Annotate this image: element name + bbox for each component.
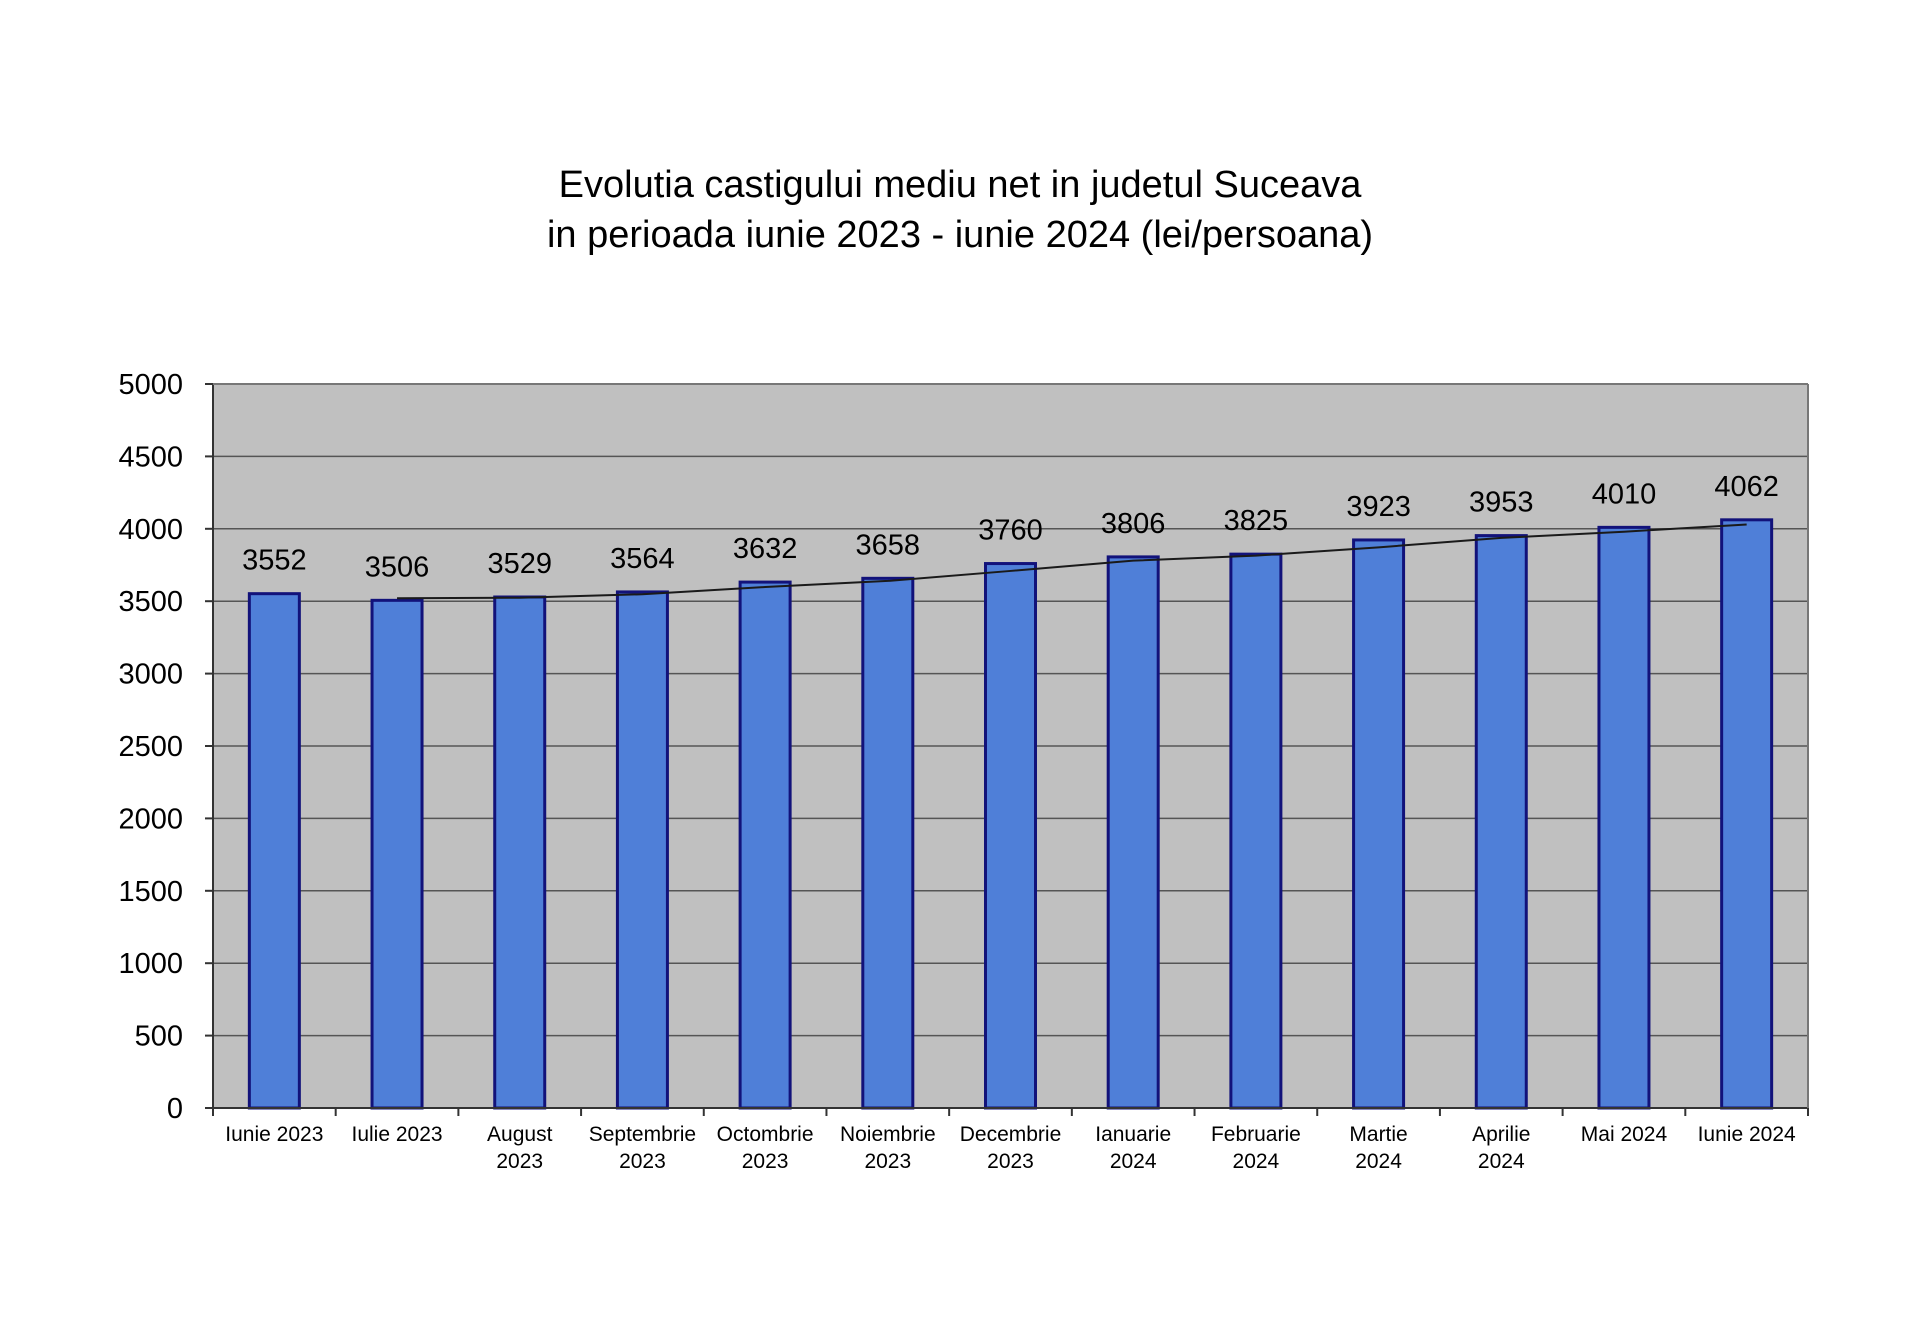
data-label: 3806 bbox=[1101, 508, 1166, 540]
x-category-label: 2023 bbox=[987, 1150, 1034, 1173]
x-category-label: Octombrie bbox=[717, 1123, 814, 1146]
axes bbox=[205, 383, 1809, 1116]
bar bbox=[1720, 518, 1774, 1110]
bar bbox=[1474, 534, 1528, 1110]
y-tick-label: 3500 bbox=[118, 586, 183, 618]
bar bbox=[493, 595, 547, 1110]
bar bbox=[1229, 552, 1283, 1110]
bar-series bbox=[247, 518, 1774, 1110]
x-axis-category-labels: Iunie 2023 Iulie 2023 August 2023 Septembrie… bbox=[225, 1123, 1796, 1173]
x-category-label: Mai 2024 bbox=[1581, 1123, 1668, 1146]
y-tick-label: 4500 bbox=[118, 441, 183, 473]
x-category-label: 2023 bbox=[864, 1150, 911, 1173]
x-category-label: Iunie 2023 bbox=[225, 1123, 323, 1146]
y-tick-label: 500 bbox=[135, 1021, 183, 1053]
data-label: 3760 bbox=[978, 515, 1043, 547]
x-category-label: Aprilie bbox=[1472, 1123, 1530, 1146]
x-category-label: 2024 bbox=[1110, 1150, 1157, 1173]
data-label: 3506 bbox=[365, 551, 430, 583]
bar bbox=[1352, 538, 1406, 1110]
x-category-label: 2024 bbox=[1233, 1150, 1280, 1173]
x-category-label: Decembrie bbox=[960, 1123, 1062, 1146]
y-tick-label: 4000 bbox=[118, 514, 183, 546]
y-tick-label: 0 bbox=[167, 1093, 183, 1125]
data-label: 3825 bbox=[1224, 505, 1289, 537]
x-category-label: August bbox=[487, 1123, 553, 1146]
x-category-label: Noiembrie bbox=[840, 1123, 936, 1146]
x-category-label: Iunie 2024 bbox=[1698, 1123, 1796, 1146]
data-labels: 3552 3506 3529 3564 3632 3658 3760 3806 3825 3923… bbox=[242, 471, 1779, 584]
chart-title-line-1: Evolutia castigului mediu net in judetul… bbox=[558, 164, 1362, 206]
data-label: 3564 bbox=[610, 543, 675, 575]
y-axis-tick-labels: 0 500 1000 1500 2000 2500 3000 3500 4000 4500 5000 bbox=[118, 369, 183, 1125]
bar bbox=[247, 592, 301, 1110]
data-label: 3632 bbox=[733, 533, 798, 565]
y-tick-label: 2500 bbox=[118, 731, 183, 763]
y-tick-label: 1000 bbox=[118, 948, 183, 980]
bar bbox=[1106, 555, 1160, 1110]
x-category-label: 2024 bbox=[1478, 1150, 1525, 1173]
bar bbox=[984, 562, 1037, 1110]
bar bbox=[615, 590, 669, 1110]
data-label: 3658 bbox=[856, 529, 921, 561]
data-label: 3953 bbox=[1469, 487, 1534, 519]
x-category-label: 2023 bbox=[496, 1150, 543, 1173]
bar bbox=[861, 576, 915, 1110]
x-category-label: Septembrie bbox=[589, 1123, 696, 1146]
x-category-label: 2023 bbox=[619, 1150, 666, 1173]
y-tick-label: 5000 bbox=[118, 369, 183, 401]
trendline-group bbox=[397, 523, 1747, 600]
chart-title-line-2: in perioada iunie 2023 - iunie 2024 (lei… bbox=[546, 214, 1374, 256]
x-category-label: Februarie bbox=[1211, 1123, 1301, 1146]
data-label: 4010 bbox=[1592, 478, 1657, 510]
y-tick-label: 3000 bbox=[118, 659, 183, 691]
bar bbox=[370, 598, 424, 1110]
x-category-label: Ianuarie bbox=[1095, 1123, 1171, 1146]
trendline bbox=[397, 523, 1747, 600]
x-category-label: Martie bbox=[1349, 1123, 1407, 1146]
data-label: 4062 bbox=[1714, 471, 1779, 503]
x-category-label: Iulie 2023 bbox=[351, 1123, 442, 1146]
y-tick-label: 1500 bbox=[118, 876, 183, 908]
y-tick-label: 2000 bbox=[118, 803, 183, 835]
data-label: 3552 bbox=[242, 545, 307, 577]
x-category-label: 2023 bbox=[742, 1150, 789, 1173]
bar bbox=[738, 580, 792, 1110]
x-category-label: 2024 bbox=[1355, 1150, 1402, 1173]
data-label: 3923 bbox=[1346, 491, 1411, 523]
data-label: 3529 bbox=[487, 548, 552, 580]
chart-title: Evolutia castigului mediu net in judetul… bbox=[0, 160, 1920, 260]
bar bbox=[1597, 525, 1651, 1110]
